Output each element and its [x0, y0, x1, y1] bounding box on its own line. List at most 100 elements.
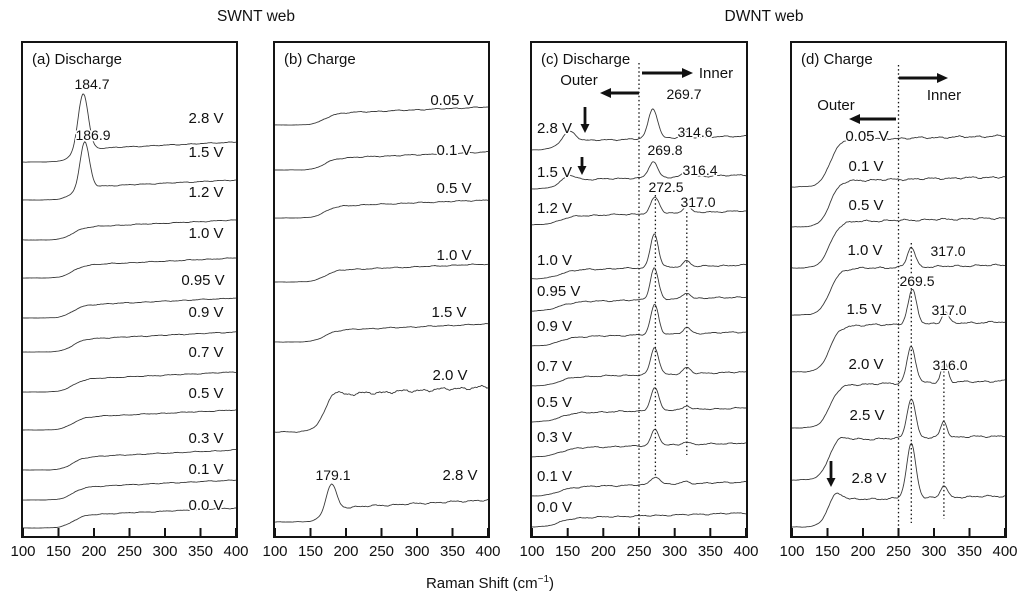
x-tick-label: 150 [297, 543, 324, 560]
spectrum-trace-a-0.7V [23, 371, 236, 393]
x-axis-label-superscript: −1 [537, 574, 550, 585]
spectrum-trace-d-2.0V [792, 345, 1005, 429]
down-arrow-icon [577, 166, 587, 175]
left-arrow-icon [600, 88, 611, 98]
spectrum-trace-a-0.3V [23, 449, 236, 471]
spectrum-trace-c-1.2V [532, 196, 746, 226]
peak-annotation: 186.9 [75, 127, 110, 143]
peak-annotation: 269.7 [666, 86, 701, 102]
x-tick-label: 150 [814, 543, 841, 560]
right-arrow-icon [937, 73, 948, 83]
voltage-label: 0.5 V [848, 197, 883, 214]
voltage-label: 1.0 V [188, 225, 223, 242]
peak-annotation: 316.4 [682, 162, 717, 178]
x-tick-label: 100 [10, 543, 36, 560]
panel-b-header: (b) Charge [284, 51, 358, 68]
spectrum-trace-c-1.5V [532, 161, 746, 190]
spectrum-trace-d-2.8V [792, 442, 1005, 528]
voltage-label: 0.5 V [537, 394, 572, 411]
spectrum-trace-c-0.5V [532, 387, 746, 423]
x-tick-label: 250 [885, 543, 912, 560]
spectrum-trace-b-2.0V [275, 384, 488, 433]
direction-label: Inner [927, 87, 961, 104]
voltage-label: 2.0 V [848, 356, 883, 373]
x-tick-label: 250 [626, 543, 652, 560]
voltage-label: 1.5 V [846, 301, 881, 318]
voltage-label: 1.5 V [431, 304, 466, 321]
x-tick-label: 400 [223, 543, 249, 560]
voltage-label: 0.05 V [845, 128, 888, 145]
group-title-dwnt-web: DWNT web [724, 8, 804, 25]
spectrum-trace-d-0.05V [792, 134, 1005, 188]
voltage-label: 1.0 V [436, 247, 471, 264]
x-axis-label-close: ) [549, 575, 555, 592]
peak-annotation: 314.6 [677, 124, 712, 140]
spectrum-trace-b-0.05V [275, 106, 488, 126]
down-arrow-icon [826, 478, 836, 487]
spectrum-trace-a-0.1V [23, 479, 236, 501]
spectrum-trace-c-0.1V [532, 476, 746, 497]
spectrum-trace-b-0.1V [275, 151, 488, 171]
voltage-label: 1.2 V [188, 184, 223, 201]
panel-d-dwnt-charge: (d) Charge 0.05 V 0.1 V 0.5 V 1.0 V 1.5 V 2.0… [790, 41, 1007, 538]
x-tick-label: 300 [404, 543, 430, 560]
voltage-label: 1.2 V [537, 200, 572, 217]
x-tick-label: 200 [850, 543, 876, 560]
spectrum-trace-b-1.5V [275, 323, 488, 343]
direction-label: Inner [699, 65, 733, 82]
voltage-label: 0.1 V [848, 158, 883, 175]
peak-annotation: 179.1 [315, 467, 350, 483]
x-tick-label: 200 [81, 543, 107, 560]
x-tick-label: 400 [475, 543, 501, 560]
voltage-label: 0.0 V [537, 499, 572, 516]
voltage-label: 2.8 V [188, 110, 223, 127]
voltage-label: 2.8 V [442, 467, 477, 484]
spectrum-trace-a-1.2V [23, 219, 236, 241]
group-title-swnt-web: SWNT web [216, 8, 296, 25]
spectrum-trace-a-1.5V [23, 140, 236, 201]
voltage-label: 0.3 V [188, 430, 223, 447]
x-axis-label: Raman Shift (cm−1) [426, 574, 554, 592]
voltage-label: 0.1 V [537, 468, 572, 485]
panel-d-plot-canvas: 0.05 V 0.1 V 0.5 V 1.0 V 1.5 V 2.0 V 2.5 V 2.8 … [792, 65, 1005, 536]
spectrum-trace-a-0.9V [23, 331, 236, 353]
spectrum-trace-a-1.0V [23, 257, 236, 279]
peak-annotation: 184.7 [74, 76, 109, 92]
x-tick-label: 250 [116, 543, 143, 560]
spectrum-trace-b-1.0V [275, 263, 488, 283]
voltage-label: 1.5 V [537, 164, 572, 181]
panel-c-dwnt-discharge: (c) Discharge 2.8 V 1.5 V 1.2 V 1.0 V 0.95 V… [530, 41, 748, 538]
voltage-label: 0.3 V [537, 429, 572, 446]
voltage-label: 1.5 V [188, 144, 223, 161]
voltage-label: 0.7 V [188, 344, 223, 361]
x-tick-label: 250 [368, 543, 395, 560]
panel-c-header: (c) Discharge [541, 51, 633, 68]
peak-annotation: 269.8 [647, 142, 682, 158]
x-tick-label: 100 [519, 543, 545, 560]
x-tick-label: 350 [697, 543, 723, 560]
peak-annotation: 317.0 [930, 243, 965, 259]
spectrum-trace-c-2.8V [532, 108, 746, 151]
spectrum-trace-d-2.5V [792, 398, 1005, 481]
voltage-label: 2.0 V [432, 367, 467, 384]
panel-a-header: (a) Discharge [32, 51, 125, 68]
x-tick-label: 150 [555, 543, 581, 560]
x-tick-label: 100 [779, 543, 805, 560]
voltage-label: 0.9 V [188, 304, 223, 321]
spectrum-trace-b-2.8V [275, 483, 488, 523]
peak-annotation: 272.5 [648, 179, 683, 195]
peak-annotation: 317.0 [680, 194, 715, 210]
x-tick-label: 300 [152, 543, 178, 560]
voltage-label: 0.95 V [537, 283, 580, 300]
spectrum-trace-b-0.5V [275, 199, 488, 219]
x-tick-label: 100 [262, 543, 288, 560]
voltage-label: 0.9 V [537, 318, 572, 335]
panel-b-swnt-charge: (b) Charge 0.05 V 0.1 V 0.5 V 1.0 V 1.5 V 2.0… [273, 41, 490, 538]
voltage-label: 1.0 V [847, 242, 882, 259]
x-tick-label: 200 [590, 543, 616, 560]
spectrum-trace-a-2.8V [23, 93, 236, 163]
down-arrow-icon [580, 124, 590, 133]
x-tick-label: 200 [333, 543, 359, 560]
x-tick-label: 150 [45, 543, 72, 560]
